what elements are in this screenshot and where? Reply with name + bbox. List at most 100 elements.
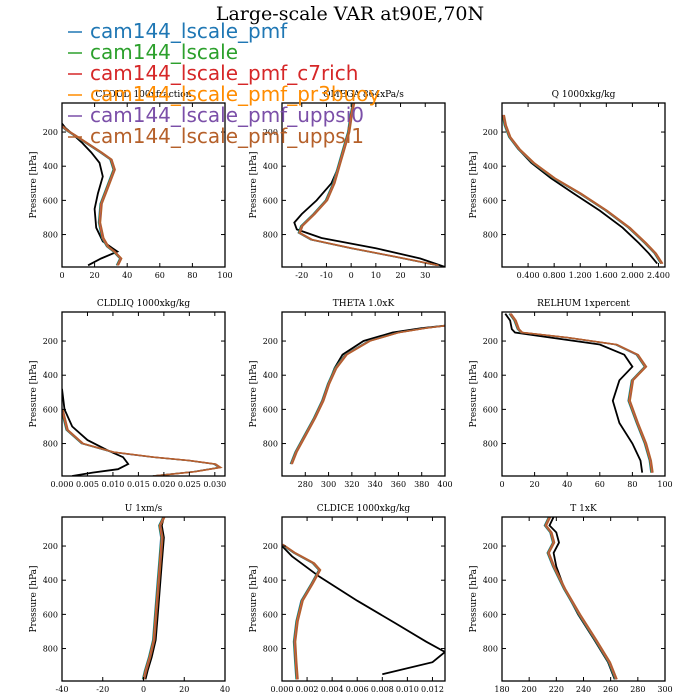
chart-panel: THETA 1.0xK Pressure [hPa] 280 300 320 340 360…: [249, 299, 453, 489]
legend-label: cam144_lscale_pmf_c7rich: [90, 61, 358, 85]
y-axis-label: Pressure [hPa]: [469, 360, 479, 427]
y-tick-label: 400: [483, 371, 498, 380]
y-tick-label: 600: [43, 610, 58, 619]
chart-panel: OMEGA 864xPa/s Pressure [hPa] -20 -10 0 10 20 3…: [249, 90, 446, 280]
x-tick-label: 100: [657, 480, 672, 489]
y-tick-label: 200: [483, 337, 498, 346]
x-tick-label: -40: [56, 685, 69, 694]
y-tick-label: 800: [43, 440, 58, 449]
y-tick-label: 400: [483, 162, 498, 171]
chart-panel: U 1xm/s Pressure [hPa] -40 -20 0 20 40 200 400 60…: [29, 504, 230, 694]
series-models: [502, 114, 664, 264]
series-line: [282, 543, 322, 680]
x-tick-label: 2.400: [647, 271, 670, 280]
panel-title: U 1xm/s: [125, 504, 163, 514]
x-tick-label: 40: [562, 480, 572, 489]
series-models: [62, 125, 123, 266]
series-line: [144, 517, 165, 680]
x-tick-label: 100: [217, 271, 232, 280]
plot-frame: [501, 102, 666, 268]
y-tick-label: 800: [263, 231, 278, 240]
x-tick-label: 0.012: [421, 685, 444, 694]
series-models: [282, 543, 322, 680]
legend-entry: cam144_lscale_pmf_pr3buoy: [68, 82, 380, 106]
series-line: [62, 409, 223, 476]
y-tick-label: 600: [483, 610, 498, 619]
x-tick-label: 0.002: [296, 685, 319, 694]
x-tick-label: 80: [627, 480, 637, 489]
x-tick-label: 10: [371, 271, 381, 280]
y-tick-label: 200: [43, 542, 58, 551]
x-tick-label: 300: [657, 685, 672, 694]
y-axis-label: Pressure [hPa]: [29, 151, 39, 218]
panel-title: THETA 1.0xK: [333, 299, 395, 309]
x-tick-label: 360: [391, 480, 406, 489]
series-line: [291, 325, 445, 465]
x-tick-label: 0.000: [51, 480, 74, 489]
plot-frame: [281, 516, 446, 682]
y-axis-label: Pressure [hPa]: [469, 565, 479, 632]
x-tick-label: 40: [220, 685, 230, 694]
series-line: [299, 103, 439, 266]
y-tick-label: 400: [483, 576, 498, 585]
x-tick-label: 300: [321, 480, 336, 489]
y-axis-label: Pressure [hPa]: [29, 565, 39, 632]
legend-label: cam144_lscale_pmf_pr3buoy: [90, 82, 380, 106]
series-line: [282, 543, 322, 680]
series-line: [62, 409, 222, 476]
panels: CLOUD 100xfraction Pressure [hPa] 0 20 40 60 8…: [29, 90, 673, 694]
y-tick-label: 200: [483, 542, 498, 551]
x-tick-label: 0.400: [517, 271, 540, 280]
x-tick-label: -20: [96, 685, 109, 694]
x-tick-label: 1.200: [569, 271, 592, 280]
x-tick-label: 280: [630, 685, 645, 694]
panel-title: CLDICE 1000xkg/kg: [317, 504, 411, 514]
series-line: [62, 388, 130, 476]
series-line: [142, 517, 165, 680]
x-tick-label: 0.030: [203, 480, 226, 489]
y-tick-label: 400: [263, 371, 278, 380]
x-tick-label: 320: [344, 480, 359, 489]
x-tick-label: -10: [320, 271, 333, 280]
y-tick-label: 800: [483, 231, 498, 240]
series-line: [502, 114, 658, 265]
y-tick-label: 800: [43, 231, 58, 240]
x-tick-label: 20: [530, 480, 540, 489]
y-tick-label: 400: [263, 576, 278, 585]
series-line: [62, 409, 222, 476]
legend: cam144_lscale_pmfcam144_lscalecam144_lsc…: [68, 19, 380, 148]
x-tick-label: 0.000: [271, 685, 294, 694]
series-line: [504, 313, 644, 473]
x-tick-label: 60: [595, 480, 605, 489]
series-black: [504, 313, 644, 473]
x-tick-label: 2.000: [621, 271, 644, 280]
legend-entry: cam144_lscale_pmf: [68, 19, 288, 43]
y-tick-label: 600: [263, 610, 278, 619]
y-tick-label: 800: [43, 645, 58, 654]
panel-title: CLOUD 100xfraction: [96, 90, 192, 100]
legend-label: cam144_lscale_pmf_uppsi0: [90, 103, 364, 127]
panel-title: RELHUM 1xpercent: [537, 299, 630, 309]
legend-entry: cam144_lscale_pmf_uppsi0: [68, 103, 364, 127]
x-tick-label: 60: [155, 271, 165, 280]
x-tick-label: 0: [499, 480, 504, 489]
chart-panel: CLOUD 100xfraction Pressure [hPa] 0 20 40 60 8…: [29, 90, 233, 280]
chart-panel: RELHUM 1xpercent Pressure [hPa] 0 20 40 60 80 1…: [469, 299, 673, 489]
series-line: [62, 410, 221, 476]
series-line: [503, 114, 663, 264]
y-tick-label: 400: [43, 576, 58, 585]
x-tick-label: 260: [603, 685, 618, 694]
y-axis-label: Pressure [hPa]: [469, 151, 479, 218]
series-black: [144, 517, 165, 680]
y-tick-label: 400: [43, 162, 58, 171]
y-tick-label: 800: [483, 440, 498, 449]
y-tick-label: 600: [43, 405, 58, 414]
x-tick-label: 0.020: [152, 480, 175, 489]
x-tick-label: 80: [187, 271, 197, 280]
plot-frame: [501, 516, 666, 682]
y-tick-label: 600: [263, 405, 278, 414]
panel-title: T 1xK: [570, 504, 597, 514]
series-models: [62, 409, 223, 476]
